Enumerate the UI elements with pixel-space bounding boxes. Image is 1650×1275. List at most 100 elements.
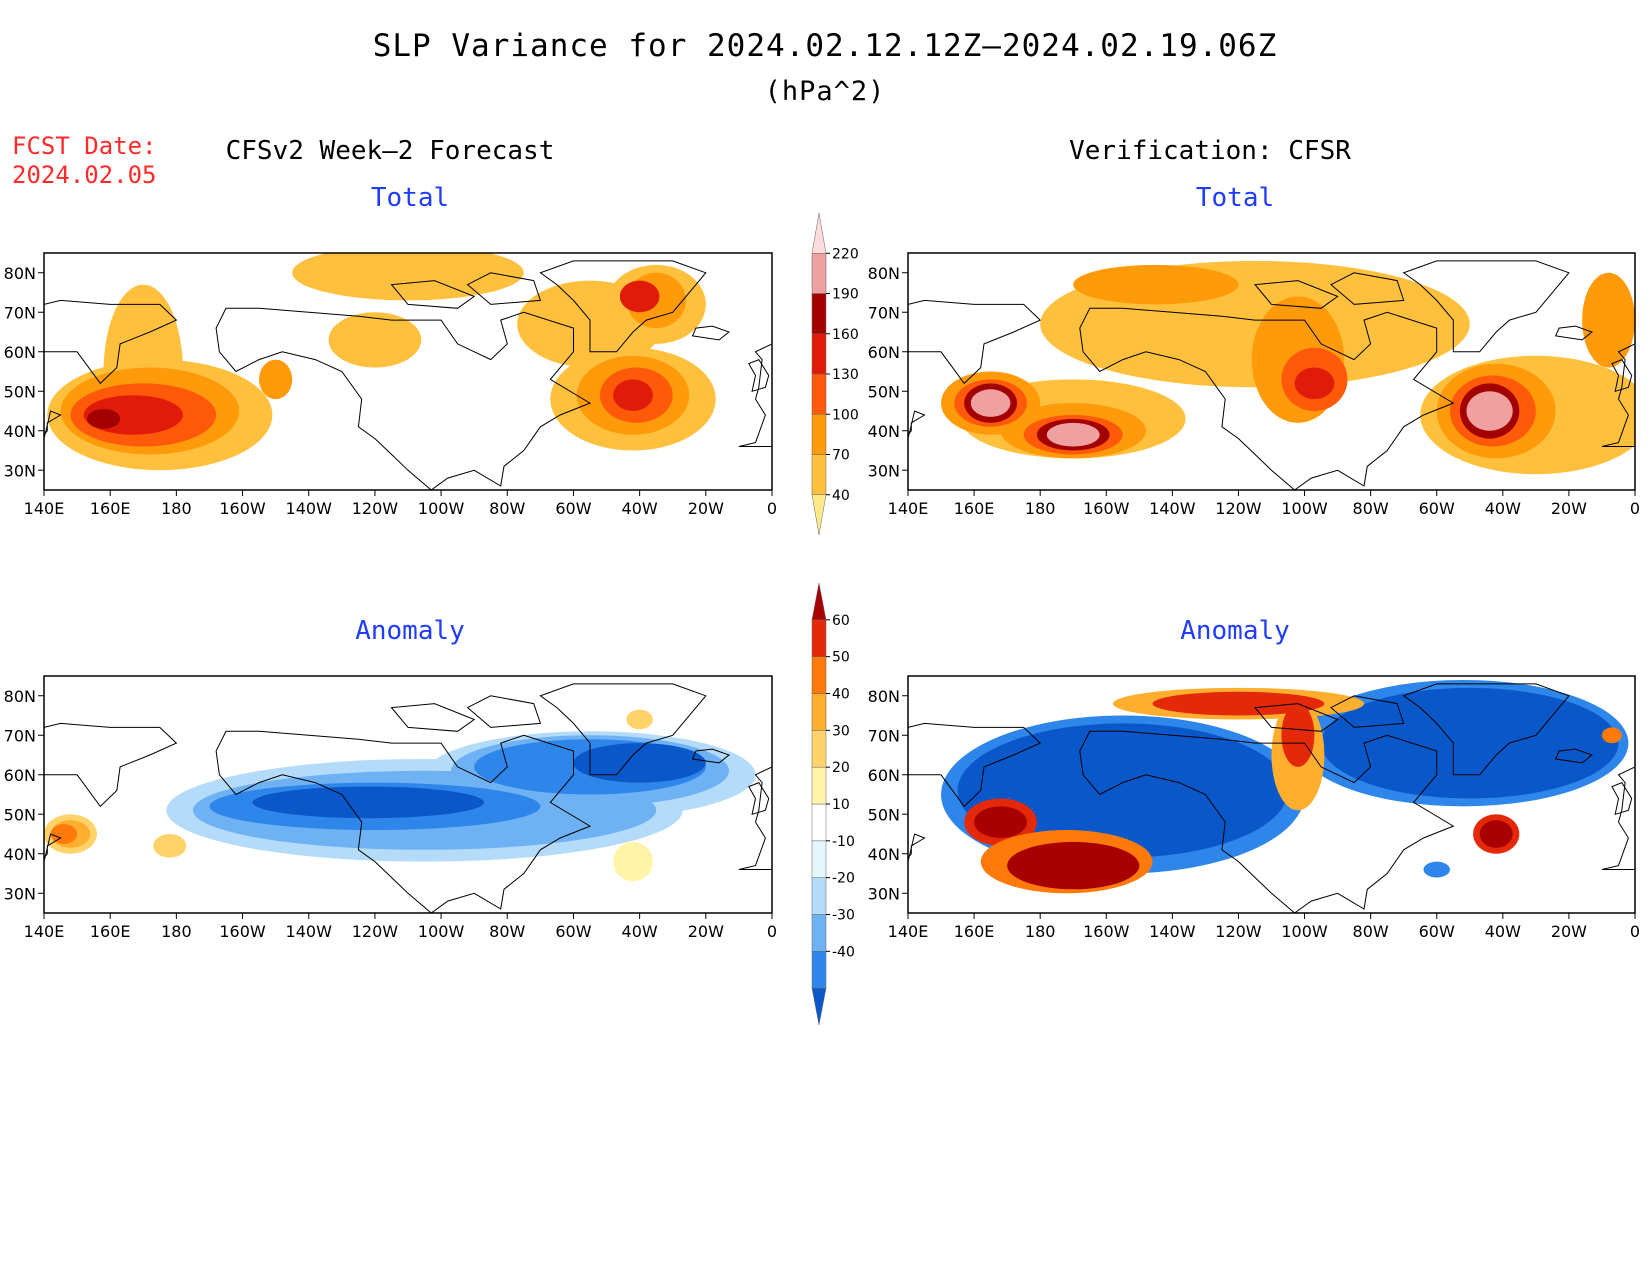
forecast-anomaly-axes: 140E 160E 180 160W 140W 120W 100W 80W 60W 40W 20W 0…: [4, 687, 777, 941]
forecast-anomaly-contour-11: [153, 834, 187, 858]
forecast-anomaly-lat-label: 30N: [4, 884, 36, 903]
verification-anomaly-lon-label: 160E: [954, 922, 995, 941]
anomaly-colorbar-swatch-2: [811, 914, 827, 952]
forecast-total-lon-label: 100W: [418, 499, 465, 518]
forecast-total-coastline-0: [44, 299, 178, 385]
forecast-anomaly-frame: [43, 675, 773, 914]
forecast-anomaly-lat-label: 50N: [4, 805, 36, 824]
anomaly-colorbar-swatch-0: [811, 987, 827, 1026]
forecast-total-lat-label: 30N: [4, 461, 36, 480]
verification-anomaly-lat-label: 50N: [868, 805, 900, 824]
forecast-anomaly-lon-label: 140W: [286, 922, 333, 941]
forecast-anomaly-contour-12: [613, 841, 653, 882]
verification-anomaly-coastline-0: [908, 722, 1042, 808]
verification-anomaly-lon-label: 40W: [1485, 922, 1521, 941]
verification-anomaly-coastline-1: [908, 833, 926, 863]
forecast-total-contour-15: [613, 379, 653, 412]
anomaly-colorbar-label: 20: [832, 760, 850, 776]
forecast-total-lat-label: 70N: [4, 303, 36, 322]
forecast-total-lon-label: 140W: [286, 499, 333, 518]
verification-total-lon-label: 20W: [1551, 499, 1587, 518]
verification-total-lat-label: 60N: [868, 343, 900, 362]
verification-anomaly-coastline-3: [1402, 683, 1570, 776]
verification-anomaly-lon-label: 20W: [1551, 922, 1587, 941]
anomaly-colorbar-label: 40: [832, 687, 850, 703]
anomaly-colorbar-label: -30: [832, 908, 855, 924]
forecast-anomaly-lon-label: 20W: [688, 922, 724, 941]
anomaly-colorbar-label: 60: [832, 613, 850, 629]
verification-anomaly-lon-label: 180: [1025, 922, 1056, 941]
verification-anomaly-lon-label: 60W: [1419, 922, 1455, 941]
verification-anomaly-lon-label: 140E: [888, 922, 929, 941]
forecast-anomaly-lon-label: 160W: [219, 922, 266, 941]
anomaly-colorbar-swatch-10: [811, 619, 827, 657]
verification-anomaly-coastline-6: [1554, 748, 1594, 764]
forecast-anomaly-lat-label: 80N: [4, 687, 36, 706]
verification-anomaly-lat-label: 40N: [868, 845, 900, 864]
anomaly-colorbar-swatch-4: [811, 840, 827, 878]
verification-anomaly-contour-6: [1152, 691, 1325, 716]
verification-total-lon-label: 140E: [888, 499, 929, 518]
total-colorbar-swatch-6: [811, 253, 827, 294]
total-colorbar-swatch-7: [811, 212, 827, 254]
verification-column-title: Verification: CFSR: [1069, 136, 1351, 166]
verification-anomaly-title: Anomaly: [1180, 616, 1290, 646]
anomaly-colorbar: -40 -30 -20 -10 10 20 30 40 50 60: [811, 582, 855, 1026]
verification-total-lat-label: 40N: [868, 422, 900, 441]
verification-anomaly-lon-label: 80W: [1353, 922, 1389, 941]
verification-total-coastlines: [908, 260, 1635, 490]
anomaly-colorbar-swatch-7: [811, 730, 827, 768]
verification-total-contours: [941, 260, 1635, 475]
forecast-total-contours: [47, 253, 716, 471]
forecast-anomaly-title: Anomaly: [355, 616, 465, 646]
total-colorbar-label: 70: [832, 448, 850, 464]
verification-anomaly-contour-9: [974, 806, 1027, 838]
forecast-anomaly-coastline-3: [539, 683, 707, 776]
verification-anomaly-coastline-2: [1079, 730, 1455, 913]
verification-anomaly-contours: [941, 679, 1629, 894]
total-colorbar-label: 100: [832, 407, 859, 423]
verification-total-contour-3: [1073, 264, 1239, 305]
forecast-anomaly-lon-label: 160E: [90, 922, 131, 941]
forecast-total-coastline-2: [215, 307, 592, 490]
forecast-anomaly-coastline-6: [691, 748, 731, 764]
forecast-total-lat-label: 40N: [4, 422, 36, 441]
verification-anomaly-contour-2: [957, 723, 1289, 858]
forecast-total-lon-label: 160W: [219, 499, 266, 518]
forecast-total-coastline-4: [390, 280, 476, 309]
forecast-total-contour-4: [328, 312, 422, 368]
verification-anomaly-map: 140E 160E 180 160W 140W 120W 100W 80W 60W 40W 20W 0…: [868, 675, 1640, 941]
main-title: SLP Variance for 2024.02.12.12Z–2024.02.…: [372, 28, 1278, 64]
anomaly-colorbar-label: -10: [832, 834, 855, 850]
verification-total-title: Total: [1195, 183, 1275, 213]
forecast-total-coastline-6: [691, 325, 731, 341]
forecast-total-lon-label: 160E: [90, 499, 131, 518]
verification-anomaly-lon-label: 160W: [1083, 922, 1130, 941]
anomaly-colorbar-label: 30: [832, 723, 850, 739]
verification-anomaly-coastline-5: [1330, 695, 1405, 728]
verification-anomaly-axes: 140E 160E 180 160W 140W 120W 100W 80W 60W 40W 20W 0…: [868, 687, 1640, 941]
forecast-anomaly-coastlines: [44, 683, 772, 913]
verification-anomaly-lon-label: 100W: [1281, 922, 1328, 941]
forecast-date-value: 2024.02.05: [12, 161, 157, 189]
anomaly-colorbar-label: -40: [832, 944, 855, 960]
forecast-total-lon-label: 140E: [24, 499, 65, 518]
verification-total-lon-label: 140W: [1149, 499, 1196, 518]
verification-total-coastline-8: [1611, 358, 1633, 393]
total-colorbar: 40 70 100 130 160 190 220: [811, 212, 859, 536]
verification-total-lon-label: 60W: [1419, 499, 1455, 518]
forecast-anomaly-lon-label: 0: [767, 922, 777, 941]
forecast-total-lat-label: 60N: [4, 343, 36, 362]
forecast-anomaly-contour-10: [50, 824, 78, 844]
verification-anomaly-contour-11: [1007, 841, 1140, 890]
verification-total-lon-label: 40W: [1485, 499, 1521, 518]
verification-total-lon-label: 0: [1630, 499, 1640, 518]
verification-anomaly-lat-label: 30N: [868, 884, 900, 903]
anomaly-colorbar-swatch-6: [811, 766, 827, 805]
verification-total-contour-13: [1294, 367, 1335, 400]
forecast-total-coastlines: [44, 260, 772, 490]
forecast-anomaly-coastline-0: [44, 722, 178, 808]
verification-anomaly-lon-label: 120W: [1215, 922, 1262, 941]
forecast-total-contour-1: [292, 253, 524, 301]
